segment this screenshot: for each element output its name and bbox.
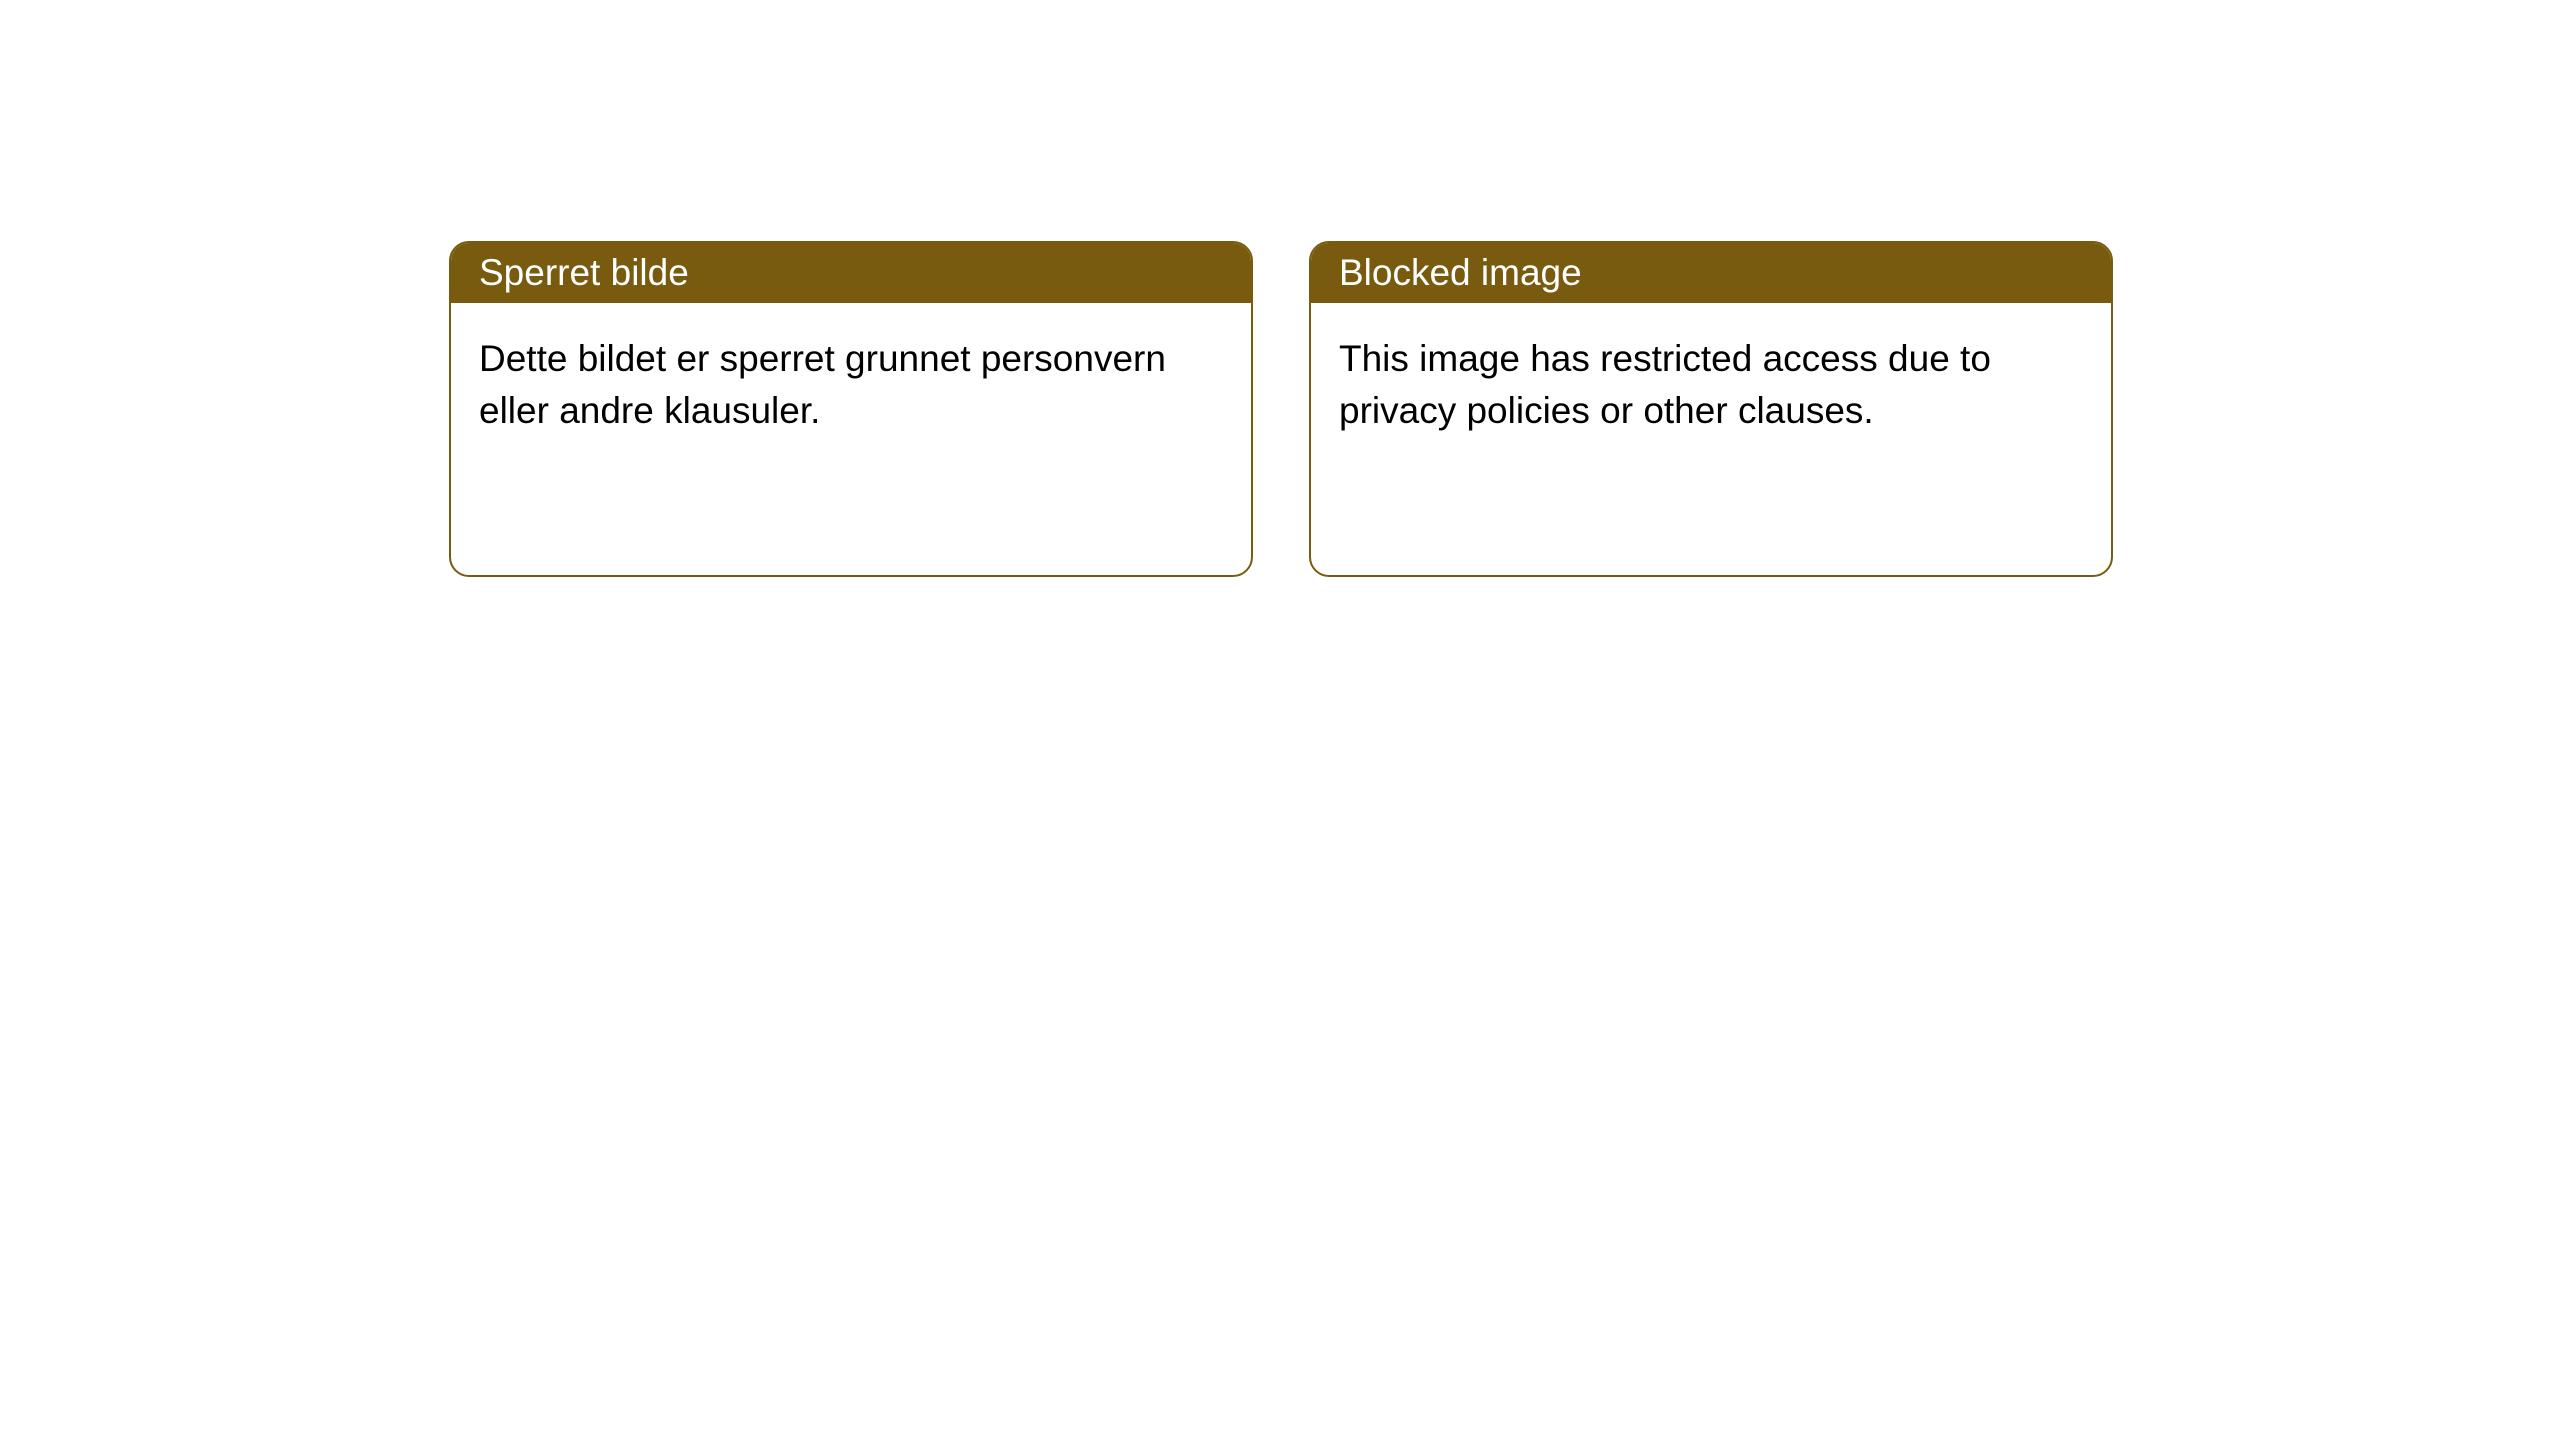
notice-title: Sperret bilde xyxy=(451,243,1251,303)
blocked-image-notice-no: Sperret bilde Dette bildet er sperret gr… xyxy=(449,241,1253,577)
notice-body: Dette bildet er sperret grunnet personve… xyxy=(451,303,1251,467)
blocked-image-notice-en: Blocked image This image has restricted … xyxy=(1309,241,2113,577)
notice-body: This image has restricted access due to … xyxy=(1311,303,2111,467)
notice-title: Blocked image xyxy=(1311,243,2111,303)
notice-container: Sperret bilde Dette bildet er sperret gr… xyxy=(0,0,2560,577)
